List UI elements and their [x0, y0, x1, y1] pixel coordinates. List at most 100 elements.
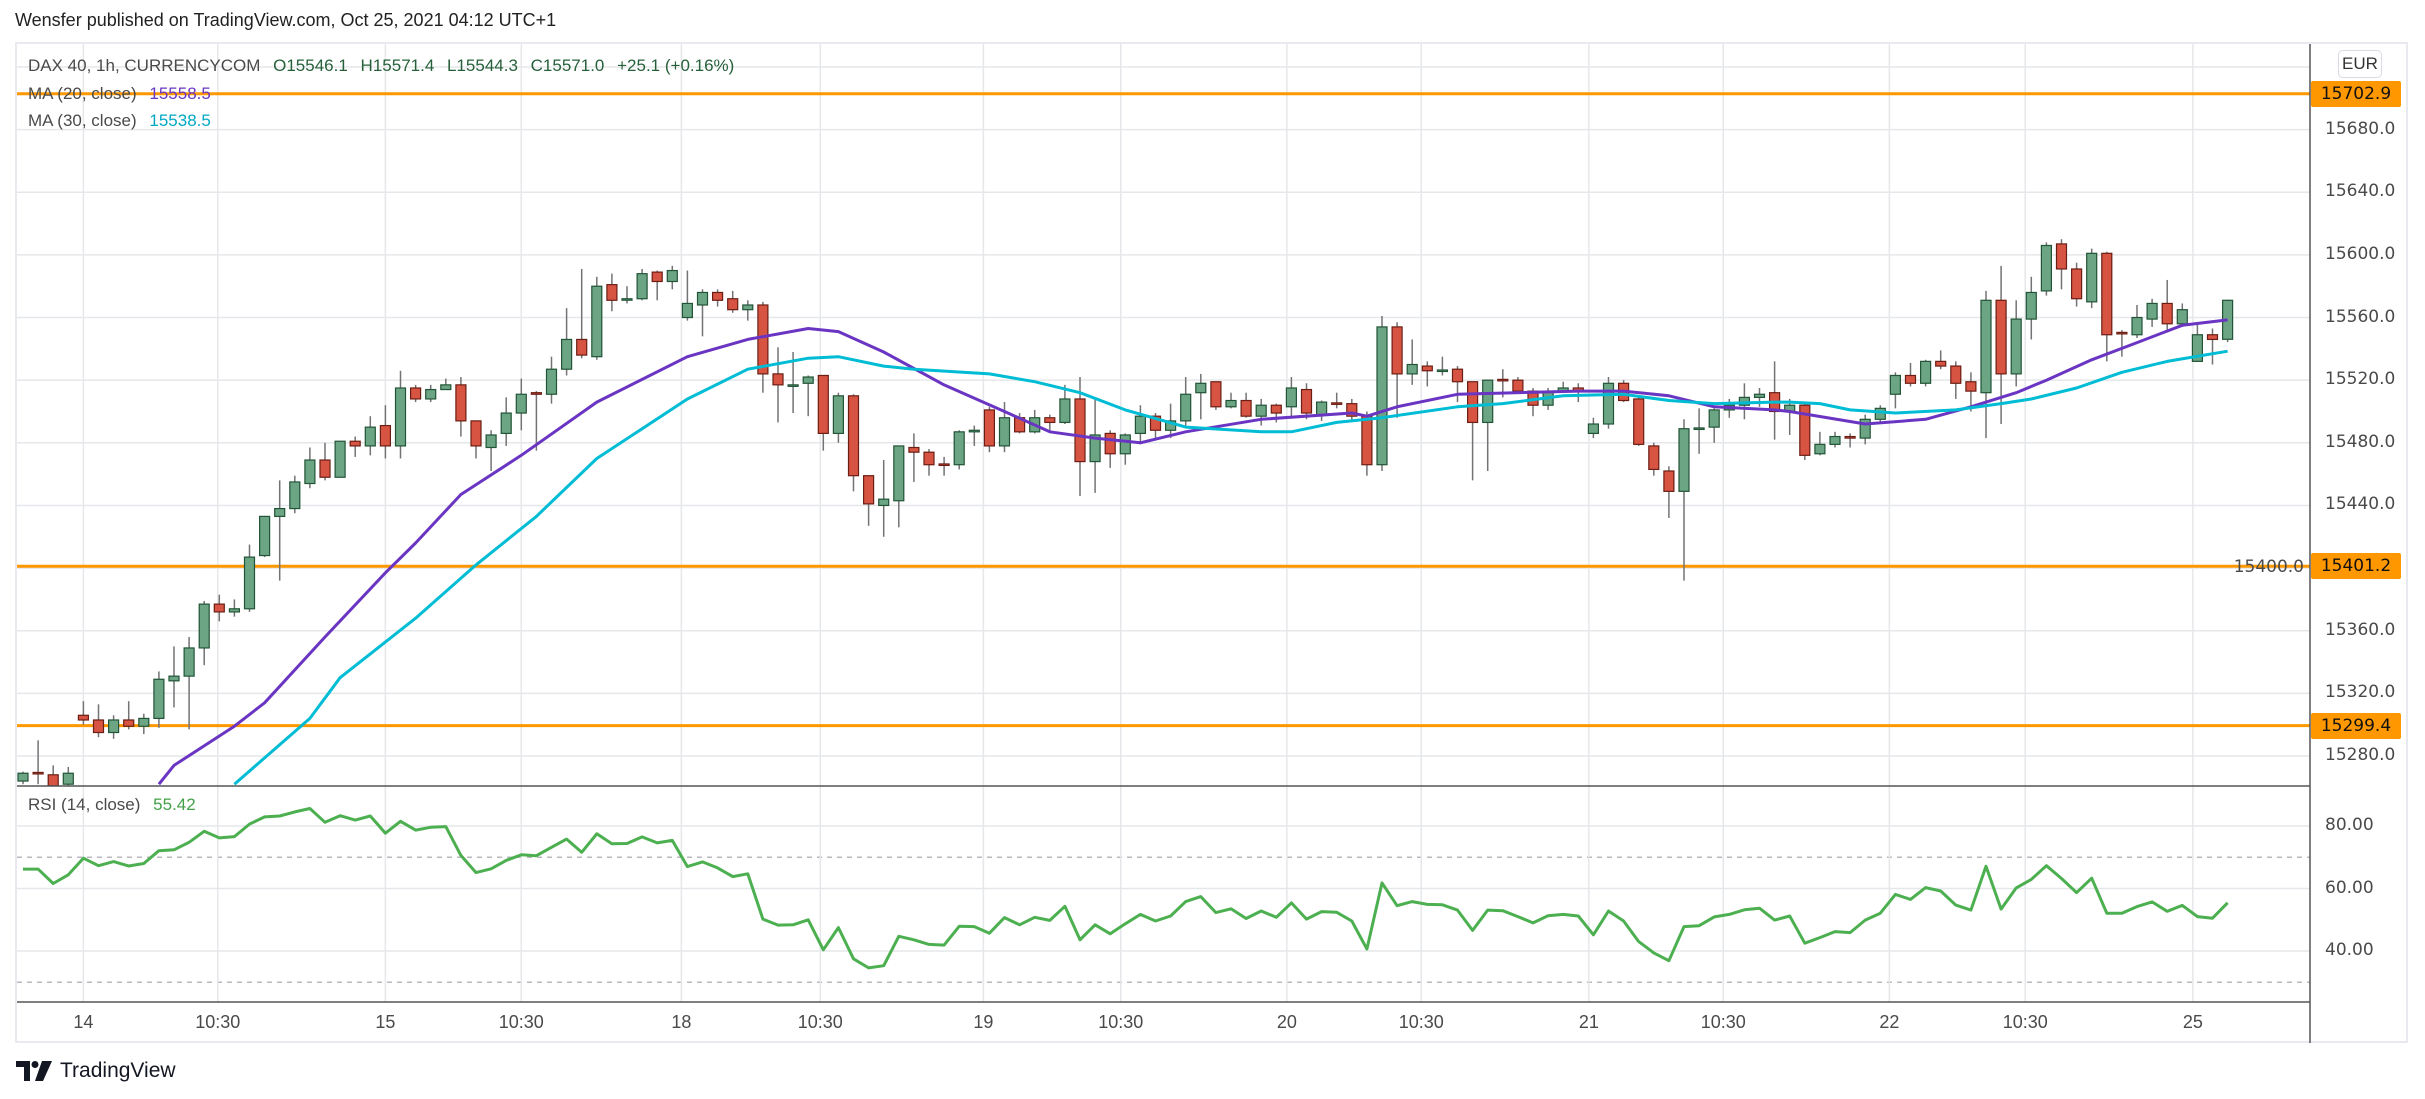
- candle[interactable]: [953, 430, 965, 470]
- candle[interactable]: [92, 704, 105, 738]
- candle[interactable]: [1376, 315, 1388, 471]
- candle[interactable]: [1633, 397, 1645, 446]
- candle[interactable]: [2146, 298, 2158, 327]
- candle[interactable]: [1965, 372, 1977, 412]
- candle[interactable]: [289, 475, 301, 514]
- candle[interactable]: [1134, 405, 1147, 445]
- candle[interactable]: [636, 268, 648, 301]
- candle[interactable]: [696, 289, 709, 337]
- candle[interactable]: [364, 416, 376, 456]
- candle[interactable]: [17, 771, 29, 785]
- candle[interactable]: [1210, 381, 1222, 410]
- candle[interactable]: [727, 290, 739, 313]
- candle[interactable]: [968, 425, 980, 446]
- candle[interactable]: [319, 442, 331, 481]
- candle[interactable]: [2176, 303, 2188, 327]
- candle[interactable]: [591, 276, 603, 360]
- candle[interactable]: [757, 301, 769, 393]
- candle[interactable]: [379, 405, 391, 459]
- candle[interactable]: [606, 273, 618, 312]
- candle[interactable]: [1512, 377, 1524, 393]
- candle[interactable]: [545, 356, 558, 404]
- candle[interactable]: [1602, 377, 1615, 429]
- candle[interactable]: [1346, 398, 1358, 421]
- candle[interactable]: [1044, 414, 1056, 432]
- candle[interactable]: [77, 701, 90, 725]
- candle[interactable]: [228, 599, 240, 617]
- candle[interactable]: [878, 460, 890, 537]
- candle[interactable]: [802, 375, 814, 417]
- candle[interactable]: [666, 265, 678, 290]
- candle[interactable]: [2131, 304, 2143, 338]
- ma20-legend[interactable]: MA (20, close) 15558.5: [28, 84, 219, 104]
- candle[interactable]: [32, 740, 44, 785]
- candle[interactable]: [742, 300, 754, 321]
- ma30-legend[interactable]: MA (30, close) 15538.5: [28, 111, 219, 131]
- candle[interactable]: [410, 384, 422, 403]
- candle[interactable]: [1874, 405, 1886, 425]
- candle[interactable]: [1768, 361, 1781, 440]
- candle[interactable]: [560, 308, 573, 376]
- candle[interactable]: [1406, 339, 1418, 385]
- candle[interactable]: [1285, 377, 1298, 418]
- candle[interactable]: [1482, 379, 1494, 471]
- candle[interactable]: [1104, 430, 1116, 468]
- rsi-legend[interactable]: RSI (14, close) 55.42: [28, 795, 204, 815]
- candle[interactable]: [425, 384, 437, 403]
- candle[interactable]: [862, 475, 875, 526]
- candle[interactable]: [1904, 362, 1917, 387]
- candle[interactable]: [530, 391, 543, 451]
- candle[interactable]: [1950, 361, 1962, 399]
- candle[interactable]: [1195, 373, 1207, 420]
- candle[interactable]: [1119, 433, 1131, 465]
- candle[interactable]: [1451, 366, 1464, 403]
- candle[interactable]: [2161, 279, 2173, 332]
- candle[interactable]: [1331, 392, 1343, 409]
- candle[interactable]: [2010, 300, 2022, 387]
- candle[interactable]: [908, 433, 920, 482]
- candle[interactable]: [1059, 384, 1071, 425]
- candle[interactable]: [455, 377, 467, 437]
- candle[interactable]: [1225, 392, 1237, 409]
- candle[interactable]: [2025, 276, 2037, 340]
- candle[interactable]: [576, 268, 588, 359]
- candle[interactable]: [198, 600, 210, 666]
- candle[interactable]: [1315, 400, 1328, 421]
- candle[interactable]: [138, 713, 150, 735]
- candle[interactable]: [243, 544, 256, 612]
- candle[interactable]: [349, 436, 361, 457]
- candle[interactable]: [1587, 417, 1600, 439]
- candle[interactable]: [1648, 442, 1660, 476]
- candle[interactable]: [1935, 350, 1947, 370]
- candle[interactable]: [847, 394, 860, 492]
- candle[interactable]: [485, 430, 497, 471]
- candle[interactable]: [1391, 322, 1403, 418]
- candle[interactable]: [1814, 431, 1826, 456]
- candle[interactable]: [1678, 419, 1690, 581]
- candle[interactable]: [1255, 398, 1267, 426]
- candle[interactable]: [1436, 356, 1449, 376]
- candle[interactable]: [259, 515, 271, 558]
- candle[interactable]: [1240, 392, 1252, 418]
- candle[interactable]: [1466, 381, 1479, 481]
- candle[interactable]: [1180, 377, 1192, 426]
- candle[interactable]: [123, 701, 135, 730]
- candle[interactable]: [832, 392, 845, 443]
- candle[interactable]: [2055, 239, 2068, 290]
- candle[interactable]: [62, 766, 74, 787]
- candle[interactable]: [213, 594, 225, 622]
- candle[interactable]: [440, 378, 452, 391]
- candle[interactable]: [1980, 290, 1992, 439]
- candle[interactable]: [923, 449, 935, 476]
- candle[interactable]: [1708, 408, 1720, 443]
- candle[interactable]: [1421, 361, 1433, 387]
- currency-badge[interactable]: EUR: [2338, 50, 2382, 78]
- candle[interactable]: [2206, 328, 2219, 365]
- candle[interactable]: [153, 671, 165, 728]
- candle[interactable]: [817, 374, 829, 451]
- candle[interactable]: [515, 378, 527, 431]
- candle[interactable]: [938, 456, 950, 476]
- candle[interactable]: [274, 480, 286, 581]
- candle[interactable]: [1919, 359, 1932, 387]
- ma20-line[interactable]: [157, 318, 2228, 786]
